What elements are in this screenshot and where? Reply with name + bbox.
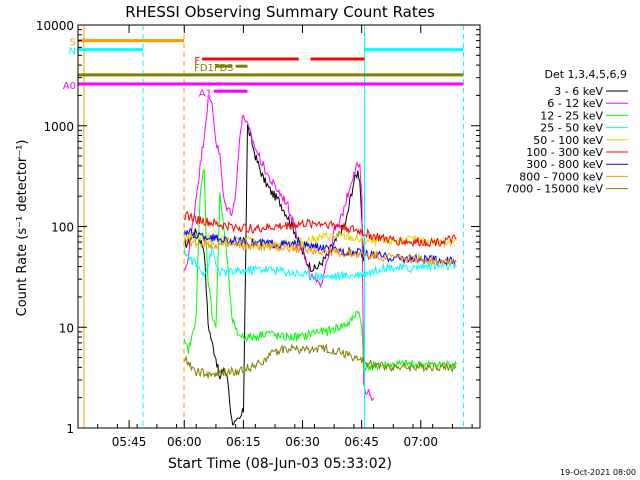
series-line-3 — [183, 244, 457, 281]
flag-label-0: S — [70, 38, 76, 49]
y-tick-label-4: 10000 — [36, 19, 74, 33]
series-group — [183, 96, 457, 426]
footer-timestamp: 19-Oct-2021 08:00 — [560, 468, 636, 477]
x-tick-label-4: 06:45 — [344, 435, 379, 449]
legend-label-2: 12 - 25 keV — [540, 109, 603, 122]
axes-group: 05:45 06:00 06:15 06:30 06:45 07:00 1 10 100 1000… — [36, 19, 481, 449]
legend-label-0: 3 - 6 keV — [554, 85, 603, 98]
flag-label-3: FD1 — [194, 63, 214, 74]
legend-label-3: 25 - 50 keV — [540, 122, 603, 135]
flag-label-1: N — [69, 47, 76, 58]
series-line-1 — [183, 96, 375, 401]
x-axis-label: Start Time (08-Jun-03 05:33:02) — [168, 456, 392, 472]
x-tick-label-0: 05:45 — [112, 435, 147, 449]
legend-label-8: 7000 - 15000 keV — [505, 183, 603, 196]
series-line-8 — [183, 343, 457, 379]
legend-label-1: 6 - 12 keV — [547, 97, 603, 110]
flag-label-7: A0 — [63, 81, 76, 92]
series-line-7 — [183, 237, 457, 267]
y-tick-label-1: 10 — [59, 321, 74, 335]
x-tick-label-1: 06:00 — [167, 435, 202, 449]
y-tick-label-0: 1 — [66, 422, 74, 436]
x-tick-label-5: 07:00 — [403, 435, 438, 449]
x-tick-label-3: 06:30 — [285, 435, 320, 449]
flag-label-6: A1 — [199, 88, 212, 99]
y-tick-label-3: 1000 — [43, 120, 74, 134]
vertical-markers-group — [83, 25, 464, 428]
legend-label-5: 100 - 300 keV — [526, 146, 603, 159]
flag-label-4: FD3 — [214, 63, 234, 74]
y-tick-label-2: 100 — [51, 221, 74, 235]
chart-title: RHESSI Observing Summary Count Rates — [125, 3, 435, 21]
series-line-5 — [183, 210, 457, 248]
x-tick-label-2: 06:15 — [226, 435, 261, 449]
series-line-0 — [183, 124, 365, 426]
legend-label-7: 800 - 7000 keV — [519, 170, 603, 183]
legend-title: Det 1,3,4,5,6,9 — [544, 68, 627, 81]
flag-label-2: F — [194, 56, 200, 67]
legend-label-6: 300 - 800 keV — [526, 158, 603, 171]
legend-label-4: 50 - 100 keV — [533, 134, 603, 147]
y-axis-label: Count Rate (s⁻¹ detector⁻¹) — [15, 140, 30, 317]
